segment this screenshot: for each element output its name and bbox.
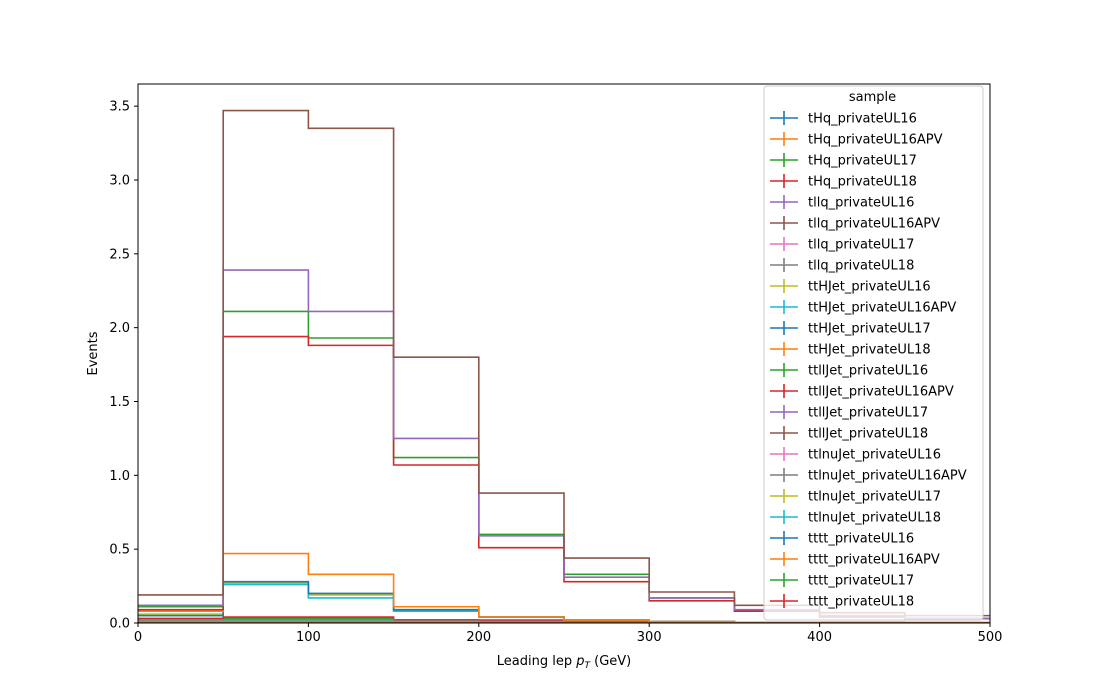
legend-entry: tllq_privateUL16APV (770, 216, 940, 232)
legend-label: ttllJet_privateUL16APV (808, 385, 954, 400)
legend-entry: ttHJet_privateUL16APV (770, 300, 956, 316)
legend-label: ttHJet_privateUL16APV (808, 301, 956, 316)
legend-entry: ttlnuJet_privateUL16APV (770, 468, 967, 484)
y-tick-label: 1.0 (109, 469, 130, 484)
legend-entry: tttt_privateUL18 (770, 594, 914, 610)
legend-entry: ttllJet_privateUL18 (770, 426, 928, 442)
y-tick-label: 0.5 (109, 543, 130, 558)
legend-entry: ttHJet_privateUL17 (770, 321, 931, 337)
legend-label: ttllJet_privateUL17 (808, 406, 928, 421)
legend-entry: tttt_privateUL16APV (770, 552, 940, 568)
legend-label: tHq_privateUL18 (808, 175, 917, 190)
legend-entry: tllq_privateUL18 (770, 258, 914, 274)
legend-entry: ttHJet_privateUL18 (770, 342, 931, 358)
x-tick-label: 300 (637, 630, 662, 645)
x-tick-label: 400 (807, 630, 832, 645)
legend-label: ttHJet_privateUL17 (808, 322, 931, 337)
legend-label: tllq_privateUL16 (808, 196, 914, 211)
legend-label: tllq_privateUL17 (808, 238, 914, 253)
legend-label: ttlnuJet_privateUL17 (808, 490, 941, 505)
legend-box (763, 85, 984, 621)
legend-entry: ttllJet_privateUL16 (770, 363, 928, 379)
legend-entry: ttllJet_privateUL16APV (770, 384, 954, 400)
legend: sample tHq_privateUL16 tHq_privateUL16APVt… (763, 85, 984, 621)
legend-label: ttllJet_privateUL18 (808, 427, 928, 442)
legend-entry: tHq_privateUL18 (770, 174, 917, 190)
x-axis-title: Leading lep pT (GeV) (497, 654, 631, 671)
y-tick-label: 3.5 (109, 100, 130, 115)
x-tick-label: 0 (134, 630, 142, 645)
legend-entry: tttt_privateUL16 (770, 531, 914, 547)
legend-entry: tllq_privateUL17 (770, 237, 914, 253)
legend-label: tHq_privateUL17 (808, 154, 917, 169)
legend-label: tttt_privateUL16APV (808, 553, 940, 568)
legend-label: ttlnuJet_privateUL16 (808, 448, 941, 463)
legend-label: tllq_privateUL18 (808, 259, 914, 274)
legend-label: tllq_privateUL16APV (808, 217, 940, 232)
y-axis-title: Events (86, 331, 101, 375)
legend-entry: ttlnuJet_privateUL16 (770, 447, 941, 463)
legend-label: ttlnuJet_privateUL18 (808, 511, 941, 526)
legend-label: ttHJet_privateUL16 (808, 280, 931, 295)
legend-entry: tHq_privateUL16APV (770, 132, 943, 148)
y-tick-label: 2.0 (109, 321, 130, 336)
axes-frame (137, 83, 991, 624)
legend-entry: ttlnuJet_privateUL18 (770, 510, 941, 526)
x-tick-label: 100 (296, 630, 321, 645)
legend-label: tHq_privateUL16 (808, 112, 917, 127)
legend-title: sample (849, 90, 896, 105)
legend-label: tHq_privateUL16APV (808, 133, 943, 148)
legend-label: ttlnuJet_privateUL16APV (808, 469, 967, 484)
legend-entry: tttt_privateUL17 (770, 573, 914, 589)
legend-label: tttt_privateUL18 (808, 595, 914, 610)
y-tick-label: 3.0 (109, 173, 130, 188)
legend-label: ttllJet_privateUL16 (808, 364, 928, 379)
legend-entry: ttHJet_privateUL16 (770, 279, 931, 295)
y-tick-label: 2.5 (109, 247, 130, 262)
x-tick-label: 200 (466, 630, 491, 645)
legend-entry: tHq_privateUL17 (770, 153, 917, 169)
y-tick-label: 1.5 (109, 395, 130, 410)
legend-entry: ttlnuJet_privateUL17 (770, 489, 941, 505)
x-tick-label: 500 (978, 630, 1003, 645)
legend-label: tttt_privateUL17 (808, 574, 914, 589)
legend-entry: ttllJet_privateUL17 (770, 405, 928, 421)
legend-entry: tHq_privateUL16 (770, 111, 917, 127)
axes: 0 100 200 300 400 500 0.0 0.5 1.0 1.5 2.0 2.5 3.0 3.5… (86, 83, 1003, 671)
legend-entry: tllq_privateUL16 (770, 195, 914, 211)
legend-label: ttHJet_privateUL18 (808, 343, 931, 358)
y-tick-label: 0.0 (109, 617, 130, 632)
legend-label: tttt_privateUL16 (808, 532, 914, 547)
